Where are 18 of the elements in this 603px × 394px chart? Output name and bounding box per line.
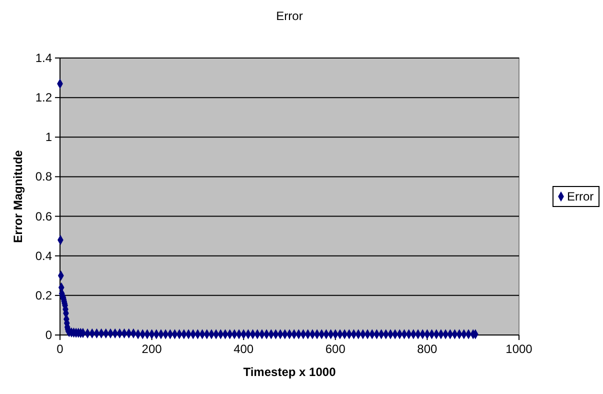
y-axis-title: Error Magnitude [11,150,25,243]
x-axis-title: Timestep x 1000 [243,365,336,379]
y-tick-label: 1 [45,130,52,144]
y-tick-label: 0.6 [35,209,52,224]
x-tick-label: 200 [142,342,162,356]
legend-label: Error [567,190,594,204]
x-tick-label: 800 [417,342,438,356]
x-tick-label: 1000 [506,342,533,356]
y-tick-label: 0 [45,328,52,342]
y-tick-label: 1.4 [35,51,52,65]
y-tick-label: 0.8 [35,170,52,184]
chart-title: Error [276,9,303,23]
x-tick-label: 600 [325,342,346,356]
y-tick-label: 0.2 [35,288,52,302]
y-tick-label: 0.4 [35,248,52,263]
x-tick-label: 0 [56,342,64,356]
y-tick-label: 1.2 [35,90,52,105]
x-tick-label: 400 [234,342,254,356]
